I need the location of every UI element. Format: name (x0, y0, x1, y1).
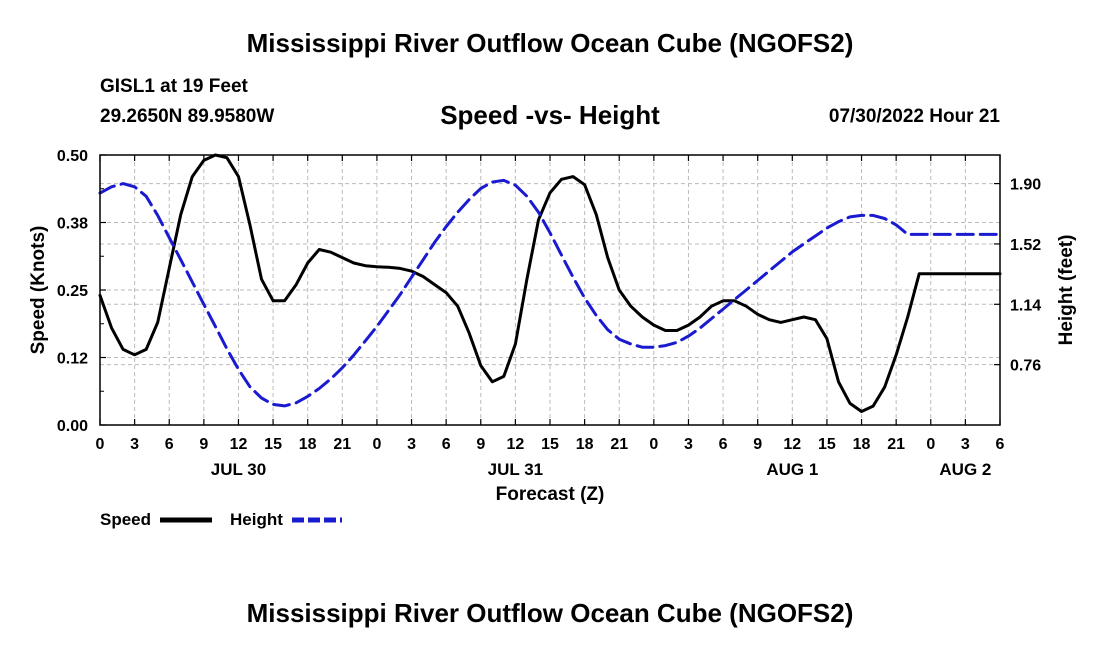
x-tick-label: 21 (887, 436, 905, 453)
legend-height-label: Height (230, 510, 283, 529)
x-tick-label: 9 (753, 436, 762, 453)
x-tick-label: 15 (541, 436, 559, 453)
x-tick-label: 6 (996, 436, 1005, 453)
x-tick-label: 9 (199, 436, 208, 453)
x-axis-label: Forecast (Z) (496, 484, 605, 505)
x-tick-label: 18 (853, 436, 871, 453)
x-day-label: JUL 31 (488, 460, 543, 479)
y-axis-label: Speed (Knots) (28, 226, 49, 355)
axes: 0 3 6 9 12 15 18 21 0 3 6 9 12 15 18 21 0 3 6 9 12 15 18 21 0 3 6 0… (57, 148, 1041, 479)
x-tick-label: 0 (372, 436, 381, 453)
x-day-label: AUG 2 (939, 460, 991, 479)
x-tick-label: 21 (333, 436, 351, 453)
main-title: Mississippi River Outflow Ocean Cube (NG… (246, 28, 854, 58)
series-layer (98, 153, 1002, 413)
x-tick-label: 21 (610, 436, 628, 453)
y2-tick-label: 1.14 (1010, 297, 1041, 314)
x-tick-label: 18 (576, 436, 594, 453)
y2-axis-label: Height (feet) (1056, 235, 1077, 346)
y-tick-label: 0.25 (57, 283, 88, 300)
height-series-line (98, 178, 1002, 408)
x-tick-label: 3 (961, 436, 970, 453)
x-day-label: JUL 30 (211, 460, 266, 479)
x-tick-label: 18 (299, 436, 317, 453)
station-coordinates: 29.2650N 89.9580W (100, 106, 275, 127)
x-tick-label: 6 (719, 436, 728, 453)
x-day-label: AUG 1 (766, 460, 818, 479)
forecast-datetime: 07/30/2022 Hour 21 (828, 106, 1000, 127)
y2-tick-label: 1.90 (1010, 177, 1041, 194)
y-tick-label: 0.12 (57, 351, 88, 368)
x-tick-label: 3 (407, 436, 416, 453)
y2-tick-label: 1.52 (1010, 237, 1041, 254)
x-tick-label: 0 (926, 436, 935, 453)
speed-series-line (98, 153, 1002, 413)
x-tick-label: 12 (506, 436, 524, 453)
y-tick-label: 0.00 (57, 418, 88, 435)
x-tick-label: 15 (818, 436, 836, 453)
x-tick-label: 15 (264, 436, 282, 453)
chart-title: Speed -vs- Height (440, 100, 660, 130)
y-tick-label: 0.50 (57, 148, 88, 165)
legend-speed-label: Speed (100, 510, 151, 529)
y-tick-label: 0.38 (57, 216, 88, 233)
x-tick-label: 9 (476, 436, 485, 453)
x-tick-label: 12 (783, 436, 801, 453)
x-tick-label: 3 (684, 436, 693, 453)
y2-tick-label: 0.76 (1010, 358, 1041, 375)
footer-title: Mississippi River Outflow Ocean Cube (NG… (246, 598, 854, 628)
x-tick-label: 0 (649, 436, 658, 453)
x-tick-label: 3 (130, 436, 139, 453)
legend: Speed Height (100, 510, 342, 529)
x-tick-label: 0 (96, 436, 105, 453)
station-label: GISL1 at 19 Feet (100, 76, 248, 97)
x-tick-label: 6 (165, 436, 174, 453)
x-tick-label: 6 (442, 436, 451, 453)
x-tick-label: 12 (230, 436, 248, 453)
